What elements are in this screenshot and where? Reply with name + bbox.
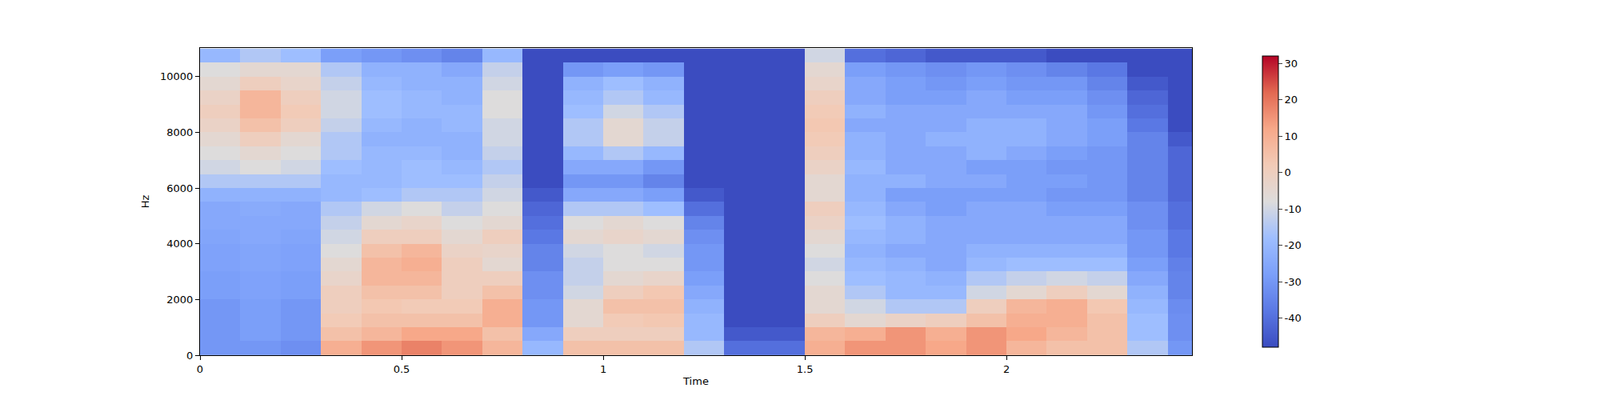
svg-text:2: 2 — [1003, 363, 1010, 376]
svg-text:4000: 4000 — [166, 237, 193, 250]
svg-text:20: 20 — [1284, 93, 1299, 106]
svg-text:8000: 8000 — [166, 126, 193, 139]
svg-text:6000: 6000 — [166, 182, 193, 195]
svg-text:-40: -40 — [1284, 312, 1302, 324]
svg-text:10000: 10000 — [160, 70, 193, 83]
svg-text:1: 1 — [600, 363, 607, 376]
svg-text:-20: -20 — [1284, 239, 1302, 252]
svg-text:2000: 2000 — [166, 293, 193, 306]
svg-text:0: 0 — [196, 363, 204, 376]
svg-text:30: 30 — [1284, 57, 1299, 70]
svg-text:-10: -10 — [1284, 203, 1302, 216]
svg-text:Hz: Hz — [139, 195, 152, 209]
svg-text:-30: -30 — [1284, 276, 1302, 288]
svg-text:10: 10 — [1284, 130, 1299, 143]
svg-text:0.5: 0.5 — [393, 363, 411, 376]
svg-text:0: 0 — [186, 349, 193, 362]
svg-text:Time: Time — [682, 375, 709, 388]
svg-text:0: 0 — [1284, 166, 1292, 179]
svg-text:1.5: 1.5 — [796, 363, 814, 376]
